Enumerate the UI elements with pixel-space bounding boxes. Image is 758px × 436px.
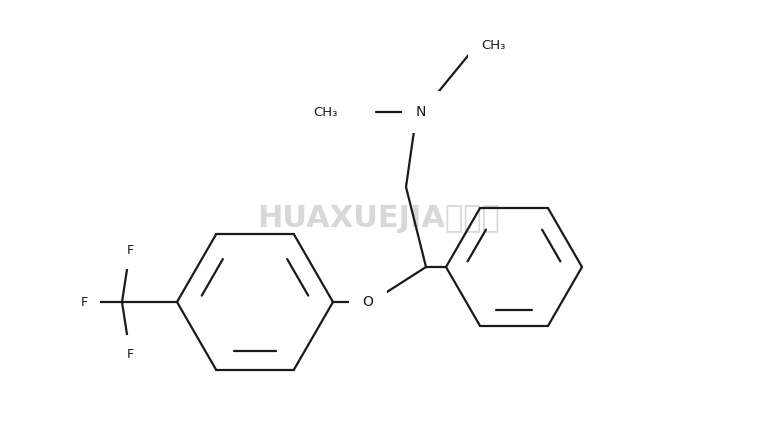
Text: F: F	[127, 243, 133, 256]
Text: CH₃: CH₃	[314, 106, 338, 119]
Text: F: F	[127, 347, 133, 361]
Text: F: F	[80, 296, 88, 309]
Text: HUAXUEJIA化学加: HUAXUEJIA化学加	[258, 204, 500, 232]
Text: N: N	[416, 105, 426, 119]
Text: O: O	[362, 295, 374, 309]
Text: CH₃: CH₃	[481, 38, 506, 51]
